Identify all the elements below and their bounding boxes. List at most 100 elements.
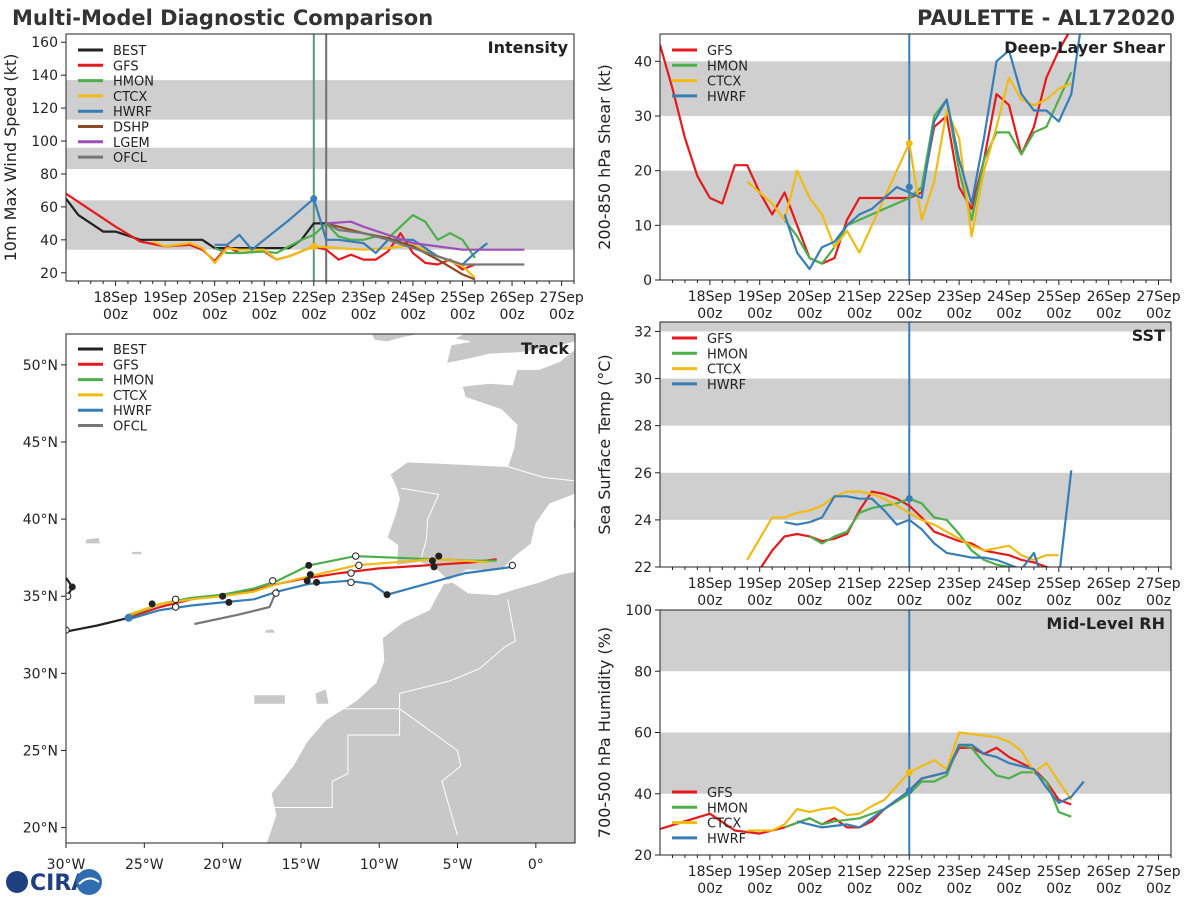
- sst-title: SST: [1132, 326, 1165, 345]
- rh-xtick-hour: 00z: [1046, 881, 1071, 897]
- sst-xtick-label: 19Sep 00z: [738, 576, 782, 609]
- rh-xtick-label: 26Sep 00z: [1087, 864, 1131, 897]
- intensity-xtick-label: 23Sep 00z: [341, 290, 385, 323]
- rh-ytick-label: 80: [634, 664, 652, 680]
- rh-xtick-label: 19Sep 00z: [738, 864, 782, 897]
- rh-xtick-label: 24Sep 00z: [987, 864, 1031, 897]
- intensity-ytick-label: 140: [31, 68, 58, 84]
- track-point-initial: [124, 613, 133, 622]
- sst-legend-label: HWRF: [707, 378, 746, 393]
- ireland-land: [370, 334, 444, 343]
- cira-logo: CIRA: [6, 869, 102, 896]
- intensity-xtick-day: 22Sep: [292, 290, 336, 306]
- shear-series-hwrf: [783, 34, 1082, 271]
- track-point-open: [269, 577, 277, 585]
- shear-band: [660, 61, 1171, 116]
- country-border: [399, 599, 517, 709]
- shear-xtick-day: 22Sep: [887, 289, 931, 305]
- canary-land: [253, 694, 286, 705]
- sst-xtick-label: 25Sep 00z: [1037, 576, 1081, 609]
- sst-xtick-day: 27Sep: [1136, 576, 1180, 592]
- intensity-xtick-label: 19Sep 00z: [143, 290, 187, 323]
- track-series-ofcl: [194, 588, 279, 626]
- rh-legend-label: CTCX: [707, 817, 741, 832]
- intensity-legend-label: BEST: [113, 44, 146, 59]
- rh-xtick-hour: 00z: [697, 881, 722, 897]
- intensity-xtick-day: 27Sep: [540, 290, 584, 306]
- intensity-ytick-label: 100: [31, 134, 58, 150]
- intensity-xtick-day: 23Sep: [341, 290, 385, 306]
- shear-xtick-hour: 00z: [697, 306, 722, 322]
- intensity-xtick-label: 22Sep 00z: [292, 290, 336, 323]
- rh-ytick-label: 20: [634, 848, 652, 864]
- shear-ytick-label: 20: [634, 164, 652, 180]
- track-point-filled: [428, 557, 436, 565]
- track-point-filled: [148, 600, 156, 608]
- intensity-band: [66, 147, 574, 170]
- sst-xtick-label: 24Sep 00z: [987, 576, 1031, 609]
- intensity-xtick-day: 24Sep: [391, 290, 435, 306]
- shear-xtick-label: 27Sep 00z: [1136, 289, 1180, 322]
- intensity-legend-label: CTCX: [113, 90, 147, 105]
- sst-ytick-label: 22: [634, 560, 652, 576]
- intensity-ytick-label: 20: [40, 266, 58, 282]
- shear-legend-label: HMON: [707, 59, 748, 74]
- track-point-open: [272, 589, 280, 597]
- intensity-legend-label: OFCL: [113, 151, 148, 166]
- intensity-xtick-label: 26Sep 00z: [490, 290, 534, 323]
- intensity-series-ofcl: [325, 222, 525, 266]
- track-point-open: [508, 561, 517, 570]
- shear-xtick-day: 27Sep: [1136, 289, 1180, 305]
- intensity-xtick-label: 24Sep 00z: [391, 290, 435, 323]
- shear-ytick-label: 0: [643, 273, 652, 289]
- shear-xtick-hour: 00z: [1046, 306, 1071, 322]
- sst-xtick-hour: 00z: [1096, 593, 1121, 609]
- rh-xtick-hour: 00z: [1146, 881, 1171, 897]
- track-ytick-label: 35°N: [23, 589, 58, 605]
- sst-series-ctcx: [746, 490, 1059, 562]
- intensity-title: Intensity: [488, 38, 569, 57]
- rh-xtick-hour: 00z: [947, 881, 972, 897]
- madeira-land: [264, 628, 277, 634]
- shear-frame: [659, 33, 1172, 281]
- track-map-group: [66, 334, 575, 843]
- sst-xtick-label: 18Sep 00z: [688, 576, 732, 609]
- track-point-open: [347, 578, 355, 587]
- rh-ytick-label: 40: [634, 787, 652, 803]
- shear-xtick-label: 24Sep 00z: [987, 289, 1031, 322]
- intensity-band: [66, 200, 574, 250]
- intensity-xtick-hour: 00z: [351, 307, 376, 323]
- track-legend-label: HWRF: [113, 404, 152, 419]
- rh-xtick-label: 25Sep 00z: [1037, 864, 1081, 897]
- track-series-hwrf: [128, 565, 513, 621]
- country-border: [507, 466, 575, 482]
- sst-marker-hwrf: [905, 495, 913, 503]
- track-xtick-label: 10°W: [360, 857, 399, 873]
- africa-land: [266, 571, 575, 843]
- sst-xtick-hour: 00z: [747, 593, 772, 609]
- sst-legend-label: GFS: [707, 332, 733, 347]
- rh-xtick-day: 23Sep: [937, 864, 981, 880]
- sst-xtick-day: 18Sep: [688, 576, 732, 592]
- intensity-xtick-hour: 00z: [153, 307, 178, 323]
- track-point-filled: [303, 577, 311, 585]
- rh-xtick-hour: 00z: [1096, 881, 1121, 897]
- track-point-open: [352, 552, 360, 560]
- shear-xtick-label: 22Sep 00z: [887, 289, 931, 322]
- rh-xtick-day: 22Sep: [887, 864, 931, 880]
- intensity-xtick-label: 25Sep 00z: [440, 290, 484, 323]
- intensity-legend-label: LGEM: [113, 136, 150, 151]
- intensity-xtick-label: 20Sep 00z: [193, 290, 237, 323]
- intensity-xtick-day: 20Sep: [193, 290, 237, 306]
- track-legend-label: OFCL: [113, 420, 148, 435]
- sst-band: [660, 378, 1171, 426]
- track-point-filled: [225, 598, 233, 606]
- sst-xtick-hour: 00z: [1046, 593, 1071, 609]
- intensity-ytick-label: 120: [31, 101, 58, 117]
- shear-series-group: [660, 34, 1082, 271]
- shear-ytick-label: 30: [634, 109, 652, 125]
- shear-xtick-label: 20Sep 00z: [787, 289, 831, 322]
- sst-xtick-day: 23Sep: [937, 576, 981, 592]
